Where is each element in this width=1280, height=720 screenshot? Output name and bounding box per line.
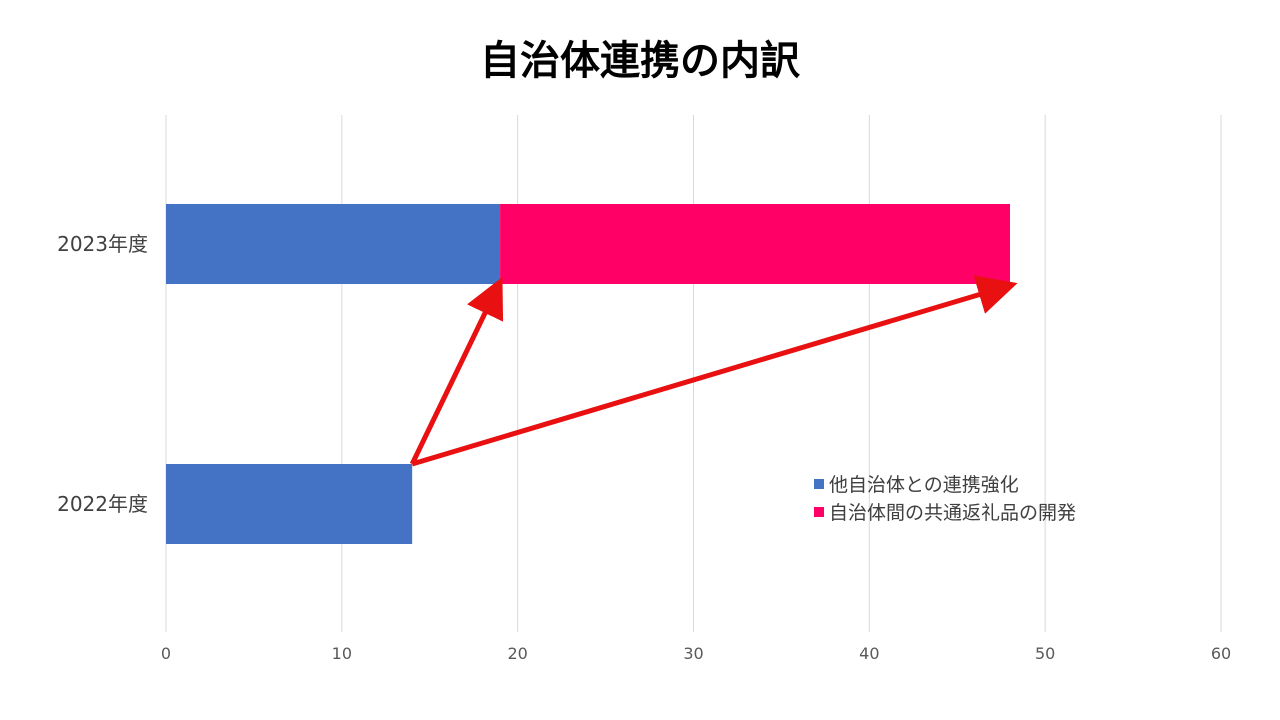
chart-title: 自治体連携の内訳 xyxy=(480,38,800,84)
bars xyxy=(166,204,1010,544)
legend-swatch xyxy=(814,507,824,517)
legend-swatch xyxy=(814,479,824,489)
bar-segment xyxy=(500,204,1010,284)
annotation-arrow xyxy=(409,276,504,466)
y-axis-categories: 2023年度 2022年度 xyxy=(57,232,148,516)
legend-label: 他自治体との連携強化 xyxy=(829,474,1019,496)
x-tick-label: 20 xyxy=(507,644,527,663)
annotation-arrow xyxy=(411,275,1018,467)
x-tick-label: 30 xyxy=(683,644,703,663)
x-tick-label: 40 xyxy=(859,644,879,663)
legend-label: 自治体間の共通返礼品の開発 xyxy=(829,502,1076,524)
x-tick-label: 50 xyxy=(1035,644,1055,663)
x-tick-label: 0 xyxy=(161,644,171,663)
x-tick-label: 60 xyxy=(1211,644,1231,663)
x-tick-label: 10 xyxy=(332,644,352,663)
gridlines xyxy=(165,115,1222,632)
category-label: 2023年度 xyxy=(57,232,148,256)
annotation-arrows xyxy=(409,275,1018,467)
x-axis-ticks: 0 10 20 30 40 50 60 xyxy=(161,644,1231,663)
bar-segment xyxy=(166,204,501,284)
category-label: 2022年度 xyxy=(57,492,148,516)
bar-segment xyxy=(166,464,413,544)
